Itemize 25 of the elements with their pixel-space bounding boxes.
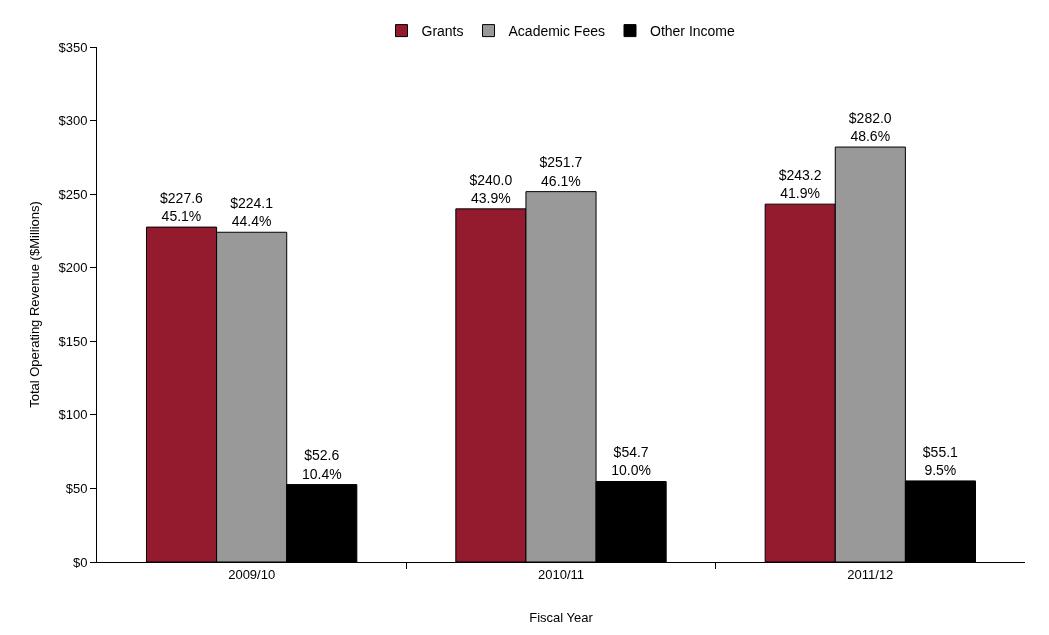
data-label: $240.0 43.9% (469, 171, 513, 206)
y-tick-label: $250 (58, 186, 88, 202)
legend-label: Grants (421, 23, 464, 40)
y-tick-label: $350 (58, 39, 88, 55)
data-label: $227.6 45.1% (160, 189, 204, 225)
y-tick-label: $300 (58, 113, 88, 129)
y-axis-title: Total Operating Revenue ($Millions) (27, 201, 43, 408)
data-label: $52.6 10.4% (301, 447, 342, 482)
x-tick-label: 2009/10 (228, 566, 276, 582)
data-label: $243.2 41.9% (778, 166, 822, 202)
data-label: $251.7 46.1% (539, 154, 583, 189)
legend-label: Academic Fees (508, 23, 605, 40)
x-axis-title: Fiscal Year (529, 610, 594, 626)
y-tick-label: $100 (58, 407, 88, 423)
data-label: $54.7 10.0% (611, 444, 651, 479)
data-label: $224.1 44.4% (230, 195, 274, 230)
data-label: $282.0 48.6% (848, 109, 892, 145)
legend-label: Other Income (650, 23, 736, 40)
y-tick-label: $200 (58, 260, 88, 276)
y-tick-label: $50 (65, 480, 88, 496)
data-label: $55.1 9.5% (922, 443, 959, 478)
y-tick-label: $150 (58, 333, 88, 349)
y-tick-label: $0 (72, 554, 88, 570)
x-tick-label: 2010/11 (537, 566, 585, 582)
x-tick-label: 2011/12 (847, 566, 894, 582)
